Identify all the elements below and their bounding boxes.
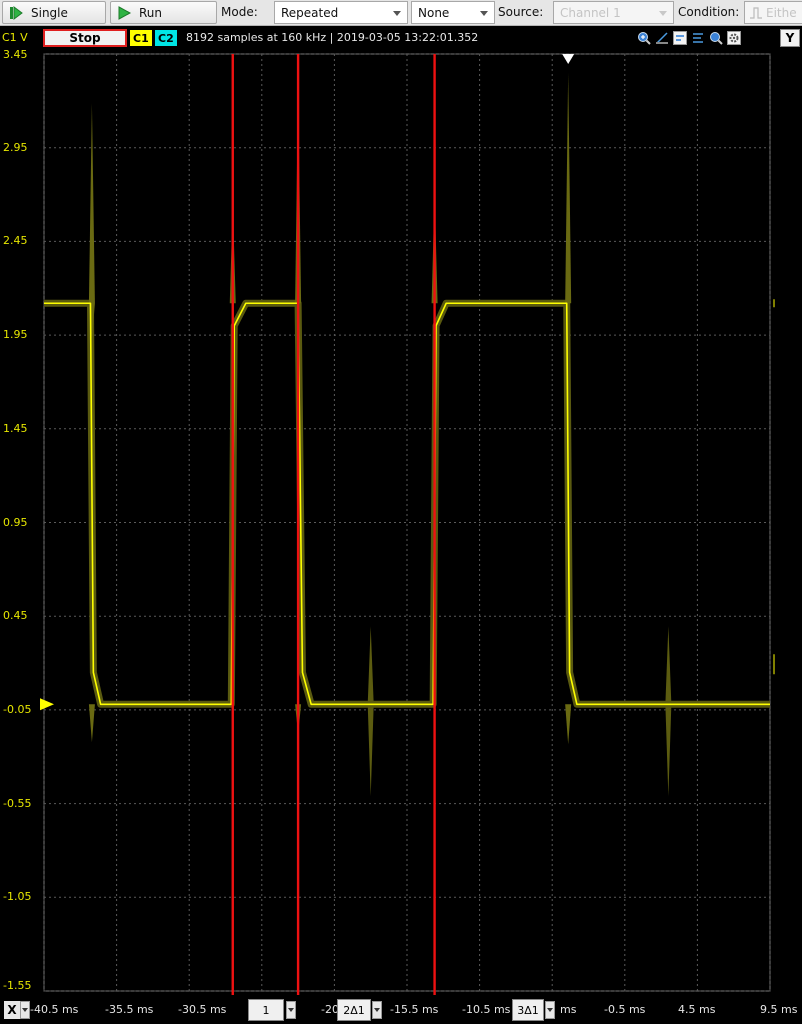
chevron-down-icon <box>659 11 667 16</box>
source-value: Channel 1 <box>560 5 621 20</box>
condition-value: Eithe <box>766 5 797 20</box>
x-tick-label: 9.5 ms <box>760 1003 798 1016</box>
x-tick-label: -15.5 ms <box>390 1003 439 1016</box>
x-tick-label: ms <box>560 1003 577 1016</box>
cursor-2-value[interactable]: 2Δ1 <box>337 999 371 1021</box>
x-tick-label: -0.5 ms <box>604 1003 646 1016</box>
toolbar: Single Run Mode: Repeated None Source: C… <box>0 0 802 26</box>
x-tick-label: -10.5 ms <box>462 1003 511 1016</box>
run-button[interactable]: Run <box>110 1 217 24</box>
y-tick-label: -0.55 <box>3 796 32 810</box>
trigger-position-marker <box>562 54 575 64</box>
channel-1-toggle[interactable]: C1 <box>130 30 152 46</box>
edge-icon <box>749 6 763 20</box>
cursor-2-dropdown[interactable] <box>372 1001 382 1019</box>
noise-burst <box>367 626 374 797</box>
y-tick-label: 1.95 <box>3 328 28 342</box>
single-step-icon <box>7 4 25 22</box>
single-label: Single <box>31 5 68 20</box>
y-tick-label: 0.45 <box>3 609 28 623</box>
cursor-3-value[interactable]: 3Δ1 <box>512 999 544 1021</box>
chevron-down-icon <box>480 11 488 16</box>
zoom-in-icon[interactable] <box>636 30 652 46</box>
y-axis-button[interactable]: Y <box>780 29 800 47</box>
run-label: Run <box>139 5 163 20</box>
list-cursor-icon[interactable] <box>690 30 706 46</box>
x-axis-dropdown[interactable] <box>20 1001 30 1019</box>
gear-icon[interactable] <box>726 30 742 46</box>
y-tick-label: 2.95 <box>3 140 28 154</box>
mode-select[interactable]: Repeated <box>274 1 408 24</box>
oscilloscope-chart <box>40 53 775 995</box>
ringing-spike <box>88 103 95 340</box>
x-tick-label: -40.5 ms <box>30 1003 79 1016</box>
y-tick-label: 0.95 <box>3 515 28 529</box>
condition-label: Condition: <box>678 5 740 19</box>
noise-burst <box>665 626 672 797</box>
plot-area[interactable]: 3.45 2.95 2.45 1.95 1.45 0.95 0.45 -0.05 -0.55 -1… <box>0 48 802 996</box>
cursor-1-dropdown[interactable] <box>286 1001 296 1019</box>
y-tick-label: -1.05 <box>3 890 32 904</box>
mode-label: Mode: <box>221 5 258 19</box>
y-tick-label: 3.45 <box>3 48 28 61</box>
source-select[interactable]: Channel 1 <box>553 1 674 24</box>
y-axis-unit: C1 V <box>2 31 28 44</box>
y-tick-label: 2.45 <box>3 234 28 248</box>
cursor-1-value[interactable]: 1 <box>248 999 284 1021</box>
ringing-spike <box>565 73 572 304</box>
plot-tools <box>636 30 742 46</box>
play-icon <box>115 4 133 22</box>
single-button[interactable]: Single <box>2 1 106 24</box>
x-tick-label: -30.5 ms <box>178 1003 227 1016</box>
cursor-3-dropdown[interactable] <box>545 1001 555 1019</box>
stop-button[interactable]: Stop <box>43 29 127 47</box>
plot-header: C1 V Stop C1 C2 8192 samples at 160 kHz … <box>0 27 802 48</box>
trigger-type-select[interactable]: None <box>411 1 495 24</box>
zoom-fit-icon[interactable] <box>708 30 724 46</box>
cursor-icon[interactable] <box>654 30 670 46</box>
x-tick-label: -35.5 ms <box>105 1003 154 1016</box>
y-tick-label: -0.05 <box>3 702 32 716</box>
ringing-spike <box>565 704 572 745</box>
channel-1-trace <box>44 302 770 706</box>
horizontal-cursor-icon[interactable] <box>672 30 688 46</box>
y-tick-label: 1.45 <box>3 421 28 435</box>
x-axis-button[interactable]: X <box>4 1001 20 1019</box>
ringing-spike <box>88 704 95 743</box>
y-tick-label: -1.55 <box>3 979 32 992</box>
acquisition-info: 8192 samples at 160 kHz | 2019-03-05 13:… <box>186 31 479 44</box>
trigger-type-value: None <box>418 5 450 20</box>
mode-value: Repeated <box>281 5 339 20</box>
x-axis-bar: X -40.5 ms -35.5 ms -30.5 ms -20 -15.5 ms -10… <box>0 996 802 1024</box>
x-tick-label: -20 <box>321 1003 339 1016</box>
chevron-down-icon <box>393 11 401 16</box>
x-tick-label: 4.5 ms <box>678 1003 716 1016</box>
source-label: Source: <box>498 5 544 19</box>
trigger-level-marker <box>40 698 54 711</box>
channel-2-toggle[interactable]: C2 <box>155 30 177 46</box>
condition-select[interactable]: Eithe <box>744 1 802 24</box>
